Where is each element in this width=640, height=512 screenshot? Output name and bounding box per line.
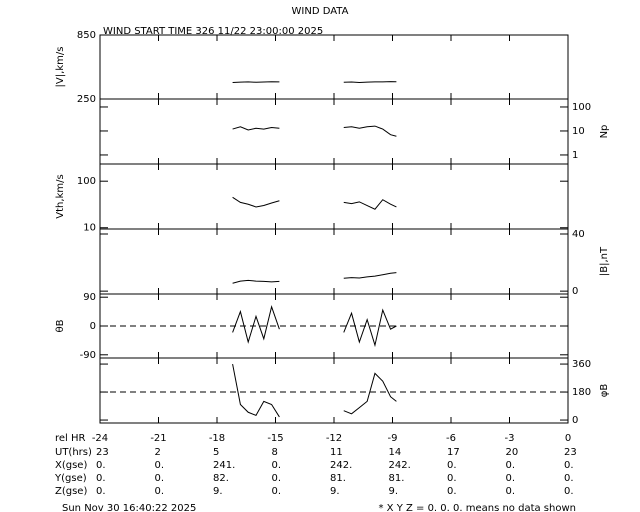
data-line bbox=[343, 272, 397, 279]
y-tick-label: 10 bbox=[83, 223, 96, 234]
row-label: Y(gse) bbox=[54, 473, 87, 484]
table-cell: 17 bbox=[447, 447, 460, 458]
table-cell: 242. bbox=[330, 460, 352, 471]
data-line bbox=[232, 81, 280, 83]
table-cell: 0. bbox=[447, 473, 457, 484]
x-tick-label: -24 bbox=[92, 433, 108, 444]
y-tick-label: 100 bbox=[572, 102, 591, 113]
data-line bbox=[232, 279, 280, 284]
footer-note: * X Y Z = 0. 0. 0. means no data shown bbox=[378, 503, 576, 512]
table-cell: 14 bbox=[389, 447, 402, 458]
table-cell: 0. bbox=[96, 486, 106, 497]
x-tick-label: -6 bbox=[446, 433, 456, 444]
data-line bbox=[232, 363, 280, 418]
row-label: Z(gse) bbox=[55, 486, 87, 497]
data-line bbox=[343, 308, 397, 348]
x-tick-label: -18 bbox=[209, 433, 225, 444]
x-tick-label: -15 bbox=[267, 433, 283, 444]
data-line bbox=[343, 372, 397, 415]
table-cell: 11 bbox=[330, 447, 343, 458]
panel-frame bbox=[99, 357, 569, 424]
panel-frame bbox=[99, 34, 569, 100]
table-cell: 8 bbox=[272, 447, 278, 458]
data-line bbox=[343, 81, 397, 83]
y-tick-label: 10 bbox=[572, 126, 585, 137]
table-cell: 0. bbox=[96, 460, 106, 471]
y-tick-label: 1 bbox=[572, 150, 578, 161]
panel-frame bbox=[99, 228, 569, 295]
chart-title: WIND DATA bbox=[292, 6, 349, 17]
table-cell: 20 bbox=[506, 447, 519, 458]
y-axis-label: φB bbox=[599, 384, 610, 398]
y-axis-label: θB bbox=[55, 319, 66, 332]
data-line bbox=[232, 196, 280, 208]
y-tick-label: 850 bbox=[77, 30, 96, 41]
table-cell: 9. bbox=[330, 486, 340, 497]
x-tick-label: 0 bbox=[565, 433, 571, 444]
y-axis-label: Vth,km/s bbox=[55, 174, 66, 218]
x-tick-label: -3 bbox=[505, 433, 515, 444]
table-cell: 241. bbox=[213, 460, 235, 471]
row-label: X(gse) bbox=[55, 460, 87, 471]
row-label: rel HR bbox=[55, 433, 86, 444]
y-tick-label: 40 bbox=[572, 229, 585, 240]
table-cell: 0. bbox=[564, 473, 574, 484]
table-cell: 0. bbox=[155, 486, 165, 497]
panel-frame bbox=[99, 98, 569, 165]
start-time: WIND START TIME 326 11/22 23:00:00 2025 bbox=[103, 26, 323, 37]
data-line bbox=[343, 125, 397, 137]
table-cell: 23 bbox=[564, 447, 577, 458]
table-cell: 2 bbox=[155, 447, 161, 458]
y-tick-label: 0 bbox=[90, 321, 96, 332]
data-line bbox=[232, 126, 280, 131]
y-axis-label: |V|,km/s bbox=[55, 47, 66, 88]
data-line bbox=[343, 199, 397, 210]
table-cell: 0. bbox=[447, 486, 457, 497]
table-cell: 23 bbox=[96, 447, 109, 458]
table-cell: 0. bbox=[564, 486, 574, 497]
table-cell: 0. bbox=[272, 460, 282, 471]
y-tick-label: 90 bbox=[83, 292, 96, 303]
table-cell: 82. bbox=[213, 473, 229, 484]
x-tick-label: -9 bbox=[388, 433, 398, 444]
y-axis-label: Np bbox=[599, 125, 610, 139]
footer-date: Sun Nov 30 16:40:22 2025 bbox=[62, 503, 196, 512]
table-cell: 0. bbox=[564, 460, 574, 471]
row-label: UT(hrs) bbox=[55, 447, 92, 458]
x-tick-label: -12 bbox=[326, 433, 342, 444]
table-cell: 0. bbox=[96, 473, 106, 484]
data-line bbox=[232, 305, 280, 344]
table-cell: 242. bbox=[389, 460, 411, 471]
y-tick-label: 0 bbox=[572, 286, 578, 297]
table-cell: 9. bbox=[213, 486, 223, 497]
y-axis-label: |B|,nT bbox=[599, 246, 610, 276]
panel-frame bbox=[99, 163, 569, 230]
table-cell: 0. bbox=[155, 460, 165, 471]
table-cell: 0. bbox=[506, 473, 516, 484]
y-tick-label: 360 bbox=[572, 359, 591, 370]
table-cell: 0. bbox=[272, 486, 282, 497]
y-tick-label: 250 bbox=[77, 94, 96, 105]
table-cell: 81. bbox=[389, 473, 405, 484]
table-cell: 5 bbox=[213, 447, 219, 458]
table-cell: 0. bbox=[506, 486, 516, 497]
x-tick-label: -21 bbox=[150, 433, 166, 444]
table-cell: 81. bbox=[330, 473, 346, 484]
y-tick-label: 180 bbox=[572, 387, 591, 398]
table-cell: 0. bbox=[447, 460, 457, 471]
y-tick-label: 0 bbox=[572, 415, 578, 426]
table-cell: 0. bbox=[272, 473, 282, 484]
table-cell: 0. bbox=[155, 473, 165, 484]
y-tick-label: 100 bbox=[77, 176, 96, 187]
table-cell: 0. bbox=[506, 460, 516, 471]
table-cell: 9. bbox=[389, 486, 399, 497]
y-tick-label: -90 bbox=[80, 350, 96, 361]
